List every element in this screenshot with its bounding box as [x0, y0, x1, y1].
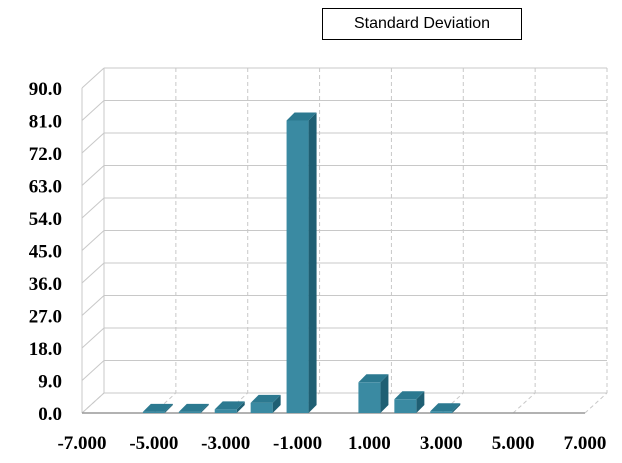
gridline-diag — [81, 327, 105, 349]
gridline-diag — [81, 67, 105, 89]
gridline-diag — [81, 262, 105, 284]
bar-top — [286, 112, 317, 121]
bar-side — [380, 374, 389, 413]
y-tick-label: 54.0 — [29, 209, 62, 230]
gridline-floor — [81, 392, 105, 414]
bar-front — [214, 409, 237, 413]
gridline-diag — [81, 165, 105, 186]
x-tick-label: -1.000 — [273, 433, 322, 454]
gridline-diag — [81, 100, 105, 121]
x-tick-label: 5.000 — [492, 433, 535, 454]
bar-front — [286, 120, 309, 413]
bar — [358, 374, 389, 413]
gridline-floor — [440, 392, 464, 414]
bar-side — [416, 391, 425, 413]
legend-label: Standard Deviation — [353, 15, 491, 32]
bar-side — [308, 112, 317, 413]
x-tick-label: 7.000 — [564, 433, 607, 454]
gridline-diag — [81, 230, 105, 251]
y-tick-label: 72.0 — [29, 144, 62, 165]
y-tick-label: 27.0 — [29, 307, 62, 328]
bar-top — [358, 374, 389, 383]
gridline-diag — [81, 132, 105, 154]
y-tick-label: 36.0 — [29, 274, 62, 295]
bar-front — [358, 382, 381, 413]
bar-top — [394, 391, 425, 400]
x-tick-label: 3.000 — [420, 433, 463, 454]
gridline-diag — [81, 197, 105, 219]
y-tick-label: 9.0 — [38, 372, 62, 393]
bar-top — [250, 394, 281, 403]
gridline-diag — [81, 295, 105, 316]
x-axis-ticks: -7.000 -5.000 -3.000 -1.000 1.000 3.000 5.000 7… — [57, 433, 606, 454]
bar-front — [178, 411, 201, 413]
x-tick-label: 1.000 — [348, 433, 391, 454]
y-tick-label: 45.0 — [29, 242, 62, 263]
bar-side — [164, 403, 173, 413]
grid — [81, 67, 608, 414]
bar — [214, 401, 245, 413]
bar-front — [142, 411, 165, 413]
bar — [178, 403, 209, 413]
bar — [250, 394, 281, 413]
bar-front — [250, 402, 273, 413]
bar — [142, 403, 173, 413]
bar — [430, 403, 461, 413]
bar-top — [142, 403, 173, 412]
bar-side — [236, 401, 245, 413]
bar — [394, 391, 425, 413]
x-tick-label: -3.000 — [201, 433, 250, 454]
bar-top — [430, 403, 461, 412]
y-tick-label: 63.0 — [29, 177, 62, 198]
y-tick-label: 90.0 — [29, 79, 62, 100]
y-axis-ticks: 0.0 9.0 18.0 27.0 36.0 45.0 54.0 63.0 72.0 81.0 90… — [29, 79, 62, 425]
bars — [142, 112, 461, 413]
y-tick-label: 18.0 — [29, 339, 62, 360]
x-tick-label: -7.000 — [57, 433, 106, 454]
bar-top — [214, 401, 245, 410]
x-tick-label: -5.000 — [129, 433, 178, 454]
legend: Standard Deviation — [322, 8, 522, 40]
bar-front — [430, 411, 453, 413]
gridline-floor — [153, 392, 177, 414]
y-tick-label: 81.0 — [29, 112, 62, 133]
bar-side — [452, 403, 461, 413]
bar-side — [200, 403, 209, 413]
bar-side — [272, 394, 281, 413]
bar — [286, 112, 317, 413]
gridline-diag — [81, 360, 105, 381]
bar-top — [178, 403, 209, 412]
y-tick-label: 0.0 — [38, 404, 62, 425]
gridline-floor — [584, 392, 608, 414]
gridline-floor — [512, 392, 536, 414]
bar-front — [394, 399, 417, 413]
